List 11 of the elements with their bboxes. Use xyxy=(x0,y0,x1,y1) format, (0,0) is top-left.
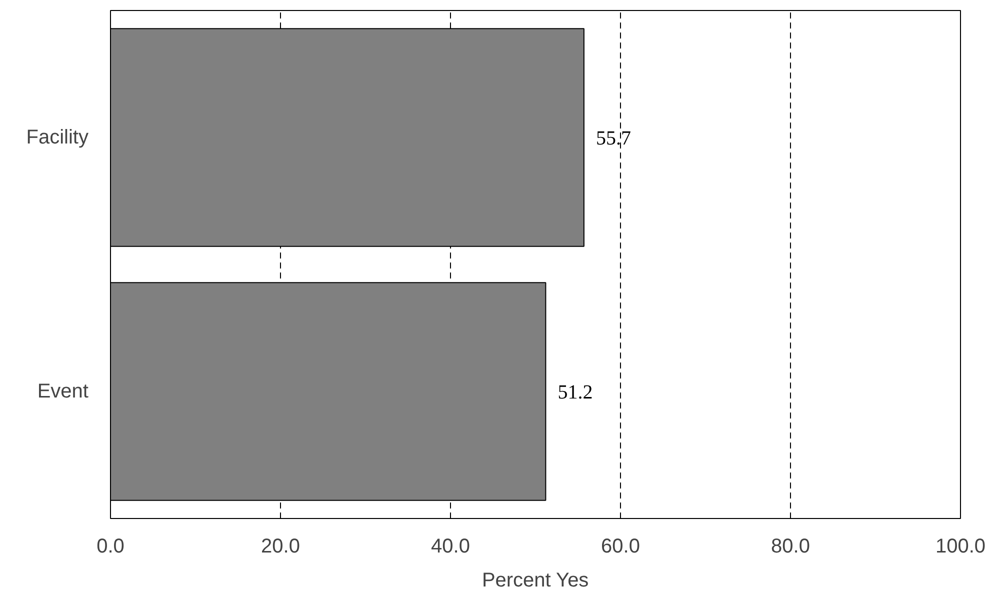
x-tick-label: 20.0 xyxy=(261,536,300,558)
x-tick-label: 60.0 xyxy=(601,536,640,558)
y-tick-label: Event xyxy=(37,380,89,402)
x-tick-label: 100.0 xyxy=(935,536,986,558)
x-tick-label: 80.0 xyxy=(771,536,810,558)
data-label: 55.7 xyxy=(596,128,631,150)
x-axis-title: Percent Yes xyxy=(482,570,589,592)
x-tick-label: 40.0 xyxy=(431,536,470,558)
y-tick-label: Facility xyxy=(26,126,89,148)
x-tick-label: 0.0 xyxy=(96,536,124,558)
data-label: 51.2 xyxy=(558,382,593,404)
